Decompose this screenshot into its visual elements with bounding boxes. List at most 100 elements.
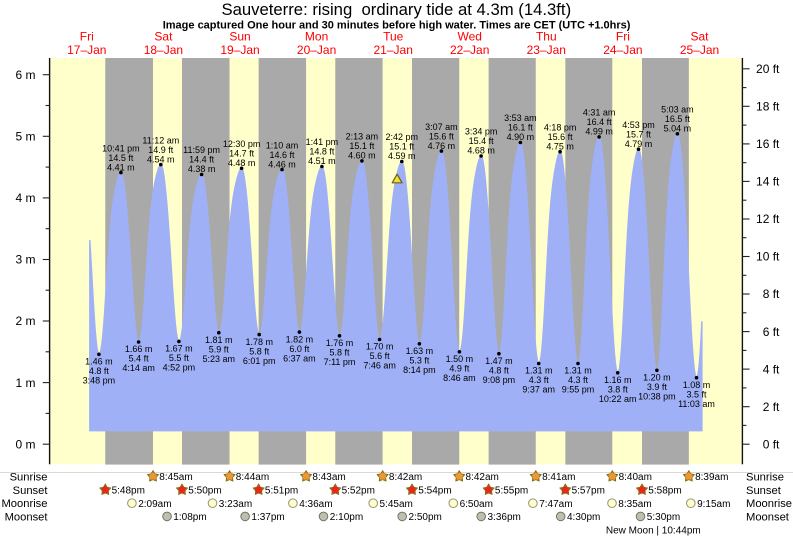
svg-text:4.8 ft: 4.8 ft bbox=[489, 365, 510, 375]
svg-text:4.76 m: 4.76 m bbox=[428, 141, 456, 151]
svg-text:2:42 pm: 2:42 pm bbox=[386, 132, 419, 142]
svg-text:24–Jan: 24–Jan bbox=[603, 43, 642, 57]
svg-text:5.04 m: 5.04 m bbox=[664, 124, 692, 134]
svg-text:4.8 ft: 4.8 ft bbox=[89, 366, 110, 376]
svg-text:1.47 m: 1.47 m bbox=[485, 356, 513, 366]
svg-text:8:42am: 8:42am bbox=[466, 472, 499, 483]
svg-text:8:44am: 8:44am bbox=[236, 472, 269, 483]
svg-text:1.81 m: 1.81 m bbox=[205, 335, 233, 345]
svg-text:1.82 m: 1.82 m bbox=[286, 334, 314, 344]
svg-text:8:41am: 8:41am bbox=[542, 472, 575, 483]
svg-text:14.8 ft: 14.8 ft bbox=[309, 147, 335, 157]
svg-text:8:14 pm: 8:14 pm bbox=[403, 365, 436, 375]
svg-text:8:45am: 8:45am bbox=[159, 472, 192, 483]
svg-text:Moonset: Moonset bbox=[746, 511, 790, 523]
svg-text:Sauveterre: rising ordinary t: Sauveterre: rising ordinary tide at 4.3m… bbox=[221, 0, 571, 19]
svg-text:8:43am: 8:43am bbox=[312, 472, 345, 483]
svg-text:7:47am: 7:47am bbox=[539, 499, 572, 510]
svg-text:14.7 ft: 14.7 ft bbox=[229, 149, 255, 159]
svg-text:23–Jan: 23–Jan bbox=[527, 43, 566, 57]
svg-text:11:03 am: 11:03 am bbox=[678, 399, 715, 409]
svg-text:14.5 ft: 14.5 ft bbox=[108, 153, 134, 163]
svg-text:4 ft: 4 ft bbox=[763, 362, 780, 376]
svg-text:5:30pm: 5:30pm bbox=[647, 512, 680, 523]
svg-text:6 ft: 6 ft bbox=[763, 325, 780, 339]
svg-text:16.5 ft: 16.5 ft bbox=[665, 114, 691, 124]
svg-text:6:50am: 6:50am bbox=[460, 499, 493, 510]
svg-text:5 m: 5 m bbox=[15, 130, 35, 144]
svg-text:4:36am: 4:36am bbox=[299, 499, 332, 510]
svg-text:16.4 ft: 16.4 ft bbox=[587, 117, 613, 127]
svg-text:9:37 am: 9:37 am bbox=[522, 385, 555, 395]
svg-text:5:03 am: 5:03 am bbox=[661, 105, 694, 115]
svg-text:2 m: 2 m bbox=[15, 314, 35, 328]
svg-text:5:54pm: 5:54pm bbox=[418, 486, 451, 497]
svg-text:14.4 ft: 14.4 ft bbox=[189, 155, 215, 165]
svg-text:14.9 ft: 14.9 ft bbox=[148, 145, 174, 155]
svg-text:20 ft: 20 ft bbox=[756, 62, 780, 76]
svg-text:2:50pm: 2:50pm bbox=[409, 512, 442, 523]
svg-text:5:52pm: 5:52pm bbox=[342, 486, 375, 497]
svg-text:4.38 m: 4.38 m bbox=[188, 164, 216, 174]
svg-text:20–Jan: 20–Jan bbox=[297, 43, 336, 57]
svg-text:3.8 ft: 3.8 ft bbox=[608, 385, 629, 395]
svg-text:1 m: 1 m bbox=[15, 376, 35, 390]
svg-text:1.76 m: 1.76 m bbox=[326, 338, 354, 348]
svg-text:4:18 pm: 4:18 pm bbox=[544, 122, 577, 132]
svg-text:3.5 ft: 3.5 ft bbox=[686, 389, 707, 399]
svg-text:1:41 pm: 1:41 pm bbox=[306, 137, 339, 147]
svg-text:15.6 ft: 15.6 ft bbox=[548, 132, 574, 142]
svg-text:4.59 m: 4.59 m bbox=[388, 151, 416, 161]
svg-text:4.48 m: 4.48 m bbox=[228, 158, 256, 168]
svg-text:1.31 m: 1.31 m bbox=[525, 366, 553, 376]
svg-text:4:52 pm: 4:52 pm bbox=[163, 363, 196, 373]
svg-text:4.75 m: 4.75 m bbox=[546, 141, 574, 151]
svg-text:18 ft: 18 ft bbox=[756, 100, 780, 114]
svg-text:25–Jan: 25–Jan bbox=[680, 43, 719, 57]
svg-text:5:23 am: 5:23 am bbox=[203, 354, 236, 364]
svg-text:12:30 pm: 12:30 pm bbox=[223, 139, 261, 149]
svg-text:Sunrise: Sunrise bbox=[746, 471, 784, 483]
svg-text:9:55 pm: 9:55 pm bbox=[562, 385, 595, 395]
svg-text:5.4 ft: 5.4 ft bbox=[129, 354, 150, 364]
svg-text:5.8 ft: 5.8 ft bbox=[329, 348, 350, 358]
svg-text:11:59 pm: 11:59 pm bbox=[183, 145, 220, 155]
svg-text:5.8 ft: 5.8 ft bbox=[249, 346, 270, 356]
svg-text:1.63 m: 1.63 m bbox=[406, 346, 434, 356]
svg-text:Sunrise: Sunrise bbox=[10, 471, 48, 483]
svg-text:2:10pm: 2:10pm bbox=[330, 512, 363, 523]
svg-text:4.3 ft: 4.3 ft bbox=[568, 375, 589, 385]
svg-text:6.0 ft: 6.0 ft bbox=[289, 344, 310, 354]
svg-text:10:38 pm: 10:38 pm bbox=[638, 392, 676, 402]
svg-text:2 ft: 2 ft bbox=[763, 400, 780, 414]
svg-text:4.46 m: 4.46 m bbox=[268, 159, 296, 169]
svg-text:19–Jan: 19–Jan bbox=[220, 43, 259, 57]
svg-text:16 ft: 16 ft bbox=[756, 137, 780, 151]
svg-text:4.99 m: 4.99 m bbox=[585, 127, 613, 137]
svg-text:1.20 m: 1.20 m bbox=[643, 373, 671, 383]
svg-text:6:37 am: 6:37 am bbox=[283, 353, 316, 363]
svg-text:6:01 pm: 6:01 pm bbox=[243, 356, 276, 366]
svg-text:3.9 ft: 3.9 ft bbox=[647, 382, 668, 392]
svg-text:5:55pm: 5:55pm bbox=[495, 486, 528, 497]
svg-text:8:46 am: 8:46 am bbox=[443, 373, 476, 383]
svg-text:Moonrise: Moonrise bbox=[1, 498, 47, 510]
svg-text:9:15am: 9:15am bbox=[697, 499, 730, 510]
svg-text:1.70 m: 1.70 m bbox=[366, 342, 394, 352]
svg-text:1.08 m: 1.08 m bbox=[683, 380, 711, 390]
svg-text:3 m: 3 m bbox=[15, 253, 35, 267]
svg-text:14.6 ft: 14.6 ft bbox=[269, 150, 295, 160]
svg-text:5.5 ft: 5.5 ft bbox=[169, 353, 190, 363]
svg-text:12 ft: 12 ft bbox=[756, 212, 780, 226]
svg-text:4 m: 4 m bbox=[15, 191, 35, 205]
svg-text:1.78 m: 1.78 m bbox=[245, 337, 273, 347]
svg-text:8:42am: 8:42am bbox=[389, 472, 422, 483]
svg-text:11:12 am: 11:12 am bbox=[142, 135, 179, 145]
svg-text:Sunset: Sunset bbox=[13, 485, 49, 497]
svg-text:7:11 pm: 7:11 pm bbox=[324, 357, 356, 367]
svg-text:17–Jan: 17–Jan bbox=[67, 43, 106, 57]
svg-text:1.16 m: 1.16 m bbox=[604, 375, 632, 385]
svg-text:2:09am: 2:09am bbox=[138, 499, 171, 510]
svg-text:8 ft: 8 ft bbox=[763, 287, 780, 301]
svg-text:Fri: Fri bbox=[616, 30, 630, 44]
